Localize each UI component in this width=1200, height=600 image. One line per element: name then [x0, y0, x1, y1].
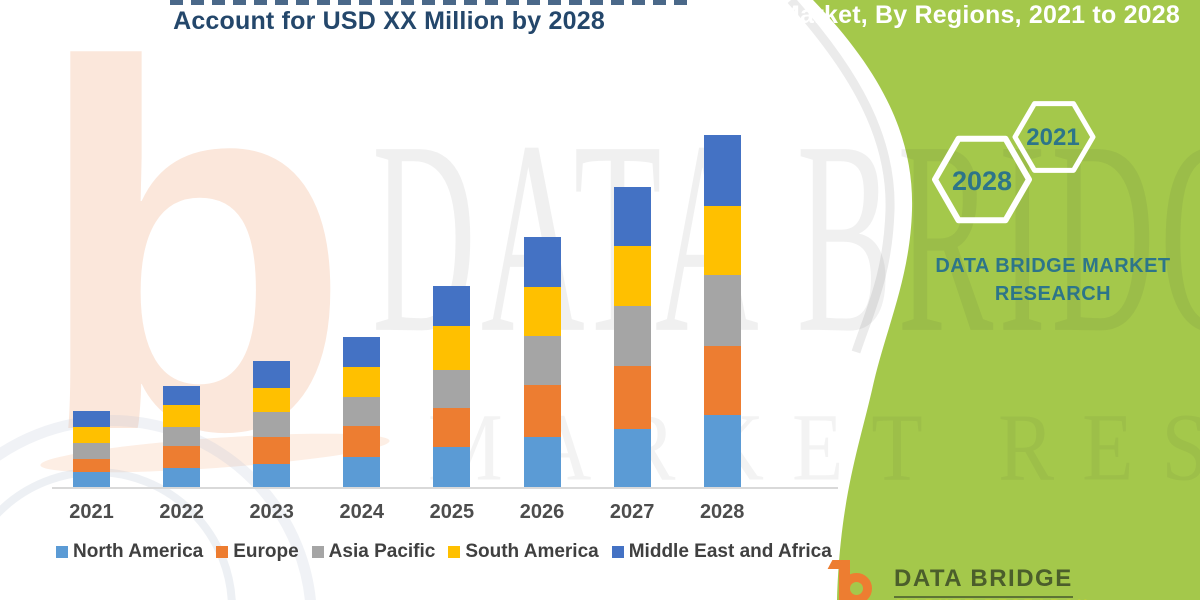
x-label-2027: 2027	[609, 501, 655, 523]
bar-2028-segment-middle-east-and-africa	[703, 135, 741, 206]
legend-label: South America	[465, 541, 599, 562]
legend-item-europe: Europe	[216, 541, 299, 563]
bar-2022-segment-asia-pacific	[163, 427, 201, 446]
x-label-2022: 2022	[159, 501, 204, 523]
logo-b-icon	[827, 558, 891, 600]
bar-2027-segment-asia-pacific	[613, 306, 651, 366]
bar-2026-segment-asia-pacific	[523, 336, 561, 385]
hexagon-2021	[1012, 101, 1096, 173]
brand-caption-line1: DATA BRIDGE MARKET	[935, 255, 1171, 277]
bar-2025-segment-asia-pacific	[433, 370, 471, 408]
brand-caption-line2: RESEARCH	[994, 283, 1112, 305]
chart-title: Account for USD XX Million by 2028	[173, 7, 605, 35]
x-label-2024: 2024	[339, 501, 385, 523]
legend-swatch	[216, 546, 229, 558]
legend-label: North America	[73, 541, 204, 562]
bar-2028	[703, 135, 741, 487]
x-label-2028: 2028	[699, 501, 745, 523]
bar-2023-segment-north-america	[253, 464, 291, 487]
x-axis-line	[52, 487, 838, 489]
bar-2028-segment-north-america	[703, 415, 741, 487]
legend-swatch	[611, 546, 624, 558]
watermark-text-data-bridge: DATA BRIDGE	[372, 83, 1200, 390]
bar-2021-segment-south-america	[73, 427, 110, 443]
legend-item-middle-east-and-africa: Middle East and Africa	[611, 541, 832, 563]
bar-2022-segment-south-america	[163, 405, 201, 427]
logo-wordmark: DATA BRIDGE	[894, 565, 1073, 598]
bar-2027-segment-europe	[613, 366, 651, 429]
logo-tagline-clipped: MARKET RESEARCH	[896, 596, 1091, 600]
bar-2021-segment-asia-pacific	[73, 443, 110, 459]
bar-2027-segment-north-america	[613, 429, 651, 487]
x-label-2026: 2026	[519, 501, 565, 523]
bar-2023	[253, 361, 291, 487]
bar-2022	[163, 386, 201, 487]
bar-2024	[343, 337, 381, 487]
hexagon-2021-label: 2021	[1026, 124, 1080, 151]
legend-label: Asia Pacific	[328, 541, 436, 562]
bar-2021-segment-north-america	[73, 472, 110, 487]
bar-2024-segment-asia-pacific	[343, 397, 381, 426]
right-panel-heading: Market, By Regions, 2021 to 2028	[778, 1, 1180, 29]
legend-item-south-america: South America	[448, 541, 599, 563]
bar-2023-segment-europe	[253, 437, 291, 464]
bar-2025-segment-middle-east-and-africa	[433, 286, 471, 326]
bar-2025-segment-south-america	[433, 326, 471, 370]
hexagon-2028-label: 2028	[951, 166, 1013, 196]
bar-2022-segment-middle-east-and-africa	[163, 386, 201, 405]
bar-2026	[523, 237, 561, 487]
x-label-2023: 2023	[249, 501, 294, 523]
title-line1-clipped	[170, 0, 695, 5]
legend-label: Middle East and Africa	[628, 541, 832, 562]
gray-curve-accent	[787, 0, 895, 354]
x-label-2025: 2025	[429, 501, 475, 523]
bar-2024-segment-north-america	[343, 457, 381, 487]
legend-label: Europe	[233, 541, 299, 562]
bar-2027-segment-south-america	[613, 246, 651, 306]
legend-item-asia-pacific: Asia Pacific	[311, 541, 436, 563]
bar-2024-segment-middle-east-and-africa	[343, 337, 381, 367]
bar-2023-segment-middle-east-and-africa	[253, 361, 291, 388]
bar-2025	[433, 286, 471, 487]
bar-2027-segment-middle-east-and-africa	[613, 187, 651, 246]
legend-item-north-america: North America	[56, 541, 203, 563]
bar-2022-segment-north-america	[163, 468, 201, 487]
data-bridge-logo: DATA BRIDGE MARKET RESEARCH	[827, 556, 1200, 600]
green-curved-panel	[813, 0, 1200, 600]
bar-2028-segment-south-america	[703, 206, 741, 275]
chart-legend: North America Europe Asia Pacific South Ame…	[56, 541, 832, 563]
bar-2028-segment-europe	[703, 346, 741, 415]
bar-2021	[73, 411, 110, 487]
bar-2021-segment-europe	[73, 459, 110, 472]
stacked-bar-chart: 2021 2022 2023 2024 2025 2026 2027 2028	[52, 135, 838, 523]
logo-b-bowl	[841, 573, 872, 600]
bar-2024-segment-south-america	[343, 367, 381, 397]
x-label-2021: 2021	[69, 501, 114, 523]
bar-2025-segment-europe	[433, 408, 471, 447]
bar-2027	[613, 187, 651, 487]
bar-2026-segment-europe	[523, 385, 561, 437]
bar-2023-segment-asia-pacific	[253, 412, 291, 437]
bar-2026-segment-north-america	[523, 437, 561, 487]
bar-2023-segment-south-america	[253, 388, 291, 412]
brand-caption: DATA BRIDGE MARKET RESEARCH	[922, 252, 1184, 308]
bar-2024-segment-europe	[343, 426, 381, 457]
bar-2026-segment-south-america	[523, 287, 561, 336]
bar-2026-segment-middle-east-and-africa	[523, 237, 561, 287]
hexagon-2028	[932, 135, 1032, 224]
bar-2025-segment-north-america	[433, 447, 471, 487]
legend-swatch	[56, 546, 68, 558]
bar-2028-segment-asia-pacific	[703, 275, 741, 346]
bar-2021-segment-middle-east-and-africa	[73, 411, 110, 427]
bar-2022-segment-europe	[163, 446, 201, 468]
legend-swatch	[448, 546, 461, 558]
legend-swatch	[311, 546, 324, 558]
